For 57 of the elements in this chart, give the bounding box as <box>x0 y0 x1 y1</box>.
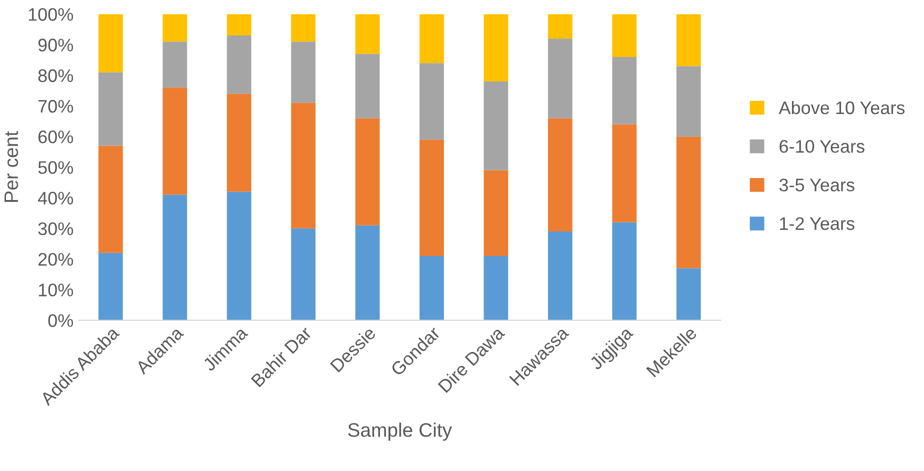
bar <box>98 146 123 253</box>
bar <box>162 88 188 195</box>
legend-label: 3-5 Years <box>779 178 854 192</box>
y-axis-title: Per cent <box>4 131 18 202</box>
bar <box>612 124 637 222</box>
bar <box>355 14 380 54</box>
y-tick-label: 100% <box>28 8 74 21</box>
bar <box>355 54 380 118</box>
bar <box>676 66 701 137</box>
bar <box>226 36 252 94</box>
bar <box>676 136 701 268</box>
bar <box>484 170 508 256</box>
y-tick-label: 0% <box>48 314 74 327</box>
bar <box>291 228 316 320</box>
bar <box>355 118 380 226</box>
legend-label: Above 10 Years <box>778 100 905 114</box>
bar <box>484 14 508 82</box>
x-axis-title: Sample City <box>348 422 452 441</box>
legend-label: 1-2 Years <box>780 217 854 230</box>
y-tick-label: 80% <box>38 69 74 82</box>
bar <box>676 268 701 320</box>
y-tick-label: 50% <box>38 161 74 174</box>
bar <box>291 102 316 228</box>
bar <box>355 225 380 320</box>
bar <box>98 72 123 146</box>
y-tick-label: 70% <box>38 100 74 113</box>
bar <box>162 14 188 42</box>
y-tick-label: 90% <box>38 38 74 52</box>
bar <box>548 14 572 39</box>
bar <box>484 256 508 320</box>
bar <box>226 94 252 192</box>
y-tick-label: 20% <box>38 252 74 266</box>
legend-label: 6-10 Years <box>780 140 864 153</box>
bar <box>612 56 637 124</box>
bar <box>548 118 572 232</box>
bar <box>612 222 637 320</box>
bar <box>162 42 188 88</box>
y-tick-label: 40% <box>38 192 74 205</box>
bar <box>226 14 252 36</box>
bar <box>420 256 444 320</box>
bar <box>291 14 316 42</box>
y-tick-label: 60% <box>38 130 74 144</box>
bar <box>484 81 508 170</box>
bar <box>291 42 316 103</box>
y-tick-label: 30% <box>38 222 74 236</box>
y-tick-label: 10% <box>38 284 74 296</box>
bar <box>162 194 188 320</box>
bar <box>98 14 123 72</box>
bar <box>420 14 444 64</box>
bar <box>420 140 444 256</box>
bar <box>98 252 123 320</box>
bar <box>612 14 637 57</box>
bar <box>420 63 444 140</box>
bar <box>548 38 572 118</box>
bar <box>548 231 572 320</box>
bar <box>676 14 701 66</box>
bar <box>226 192 252 320</box>
